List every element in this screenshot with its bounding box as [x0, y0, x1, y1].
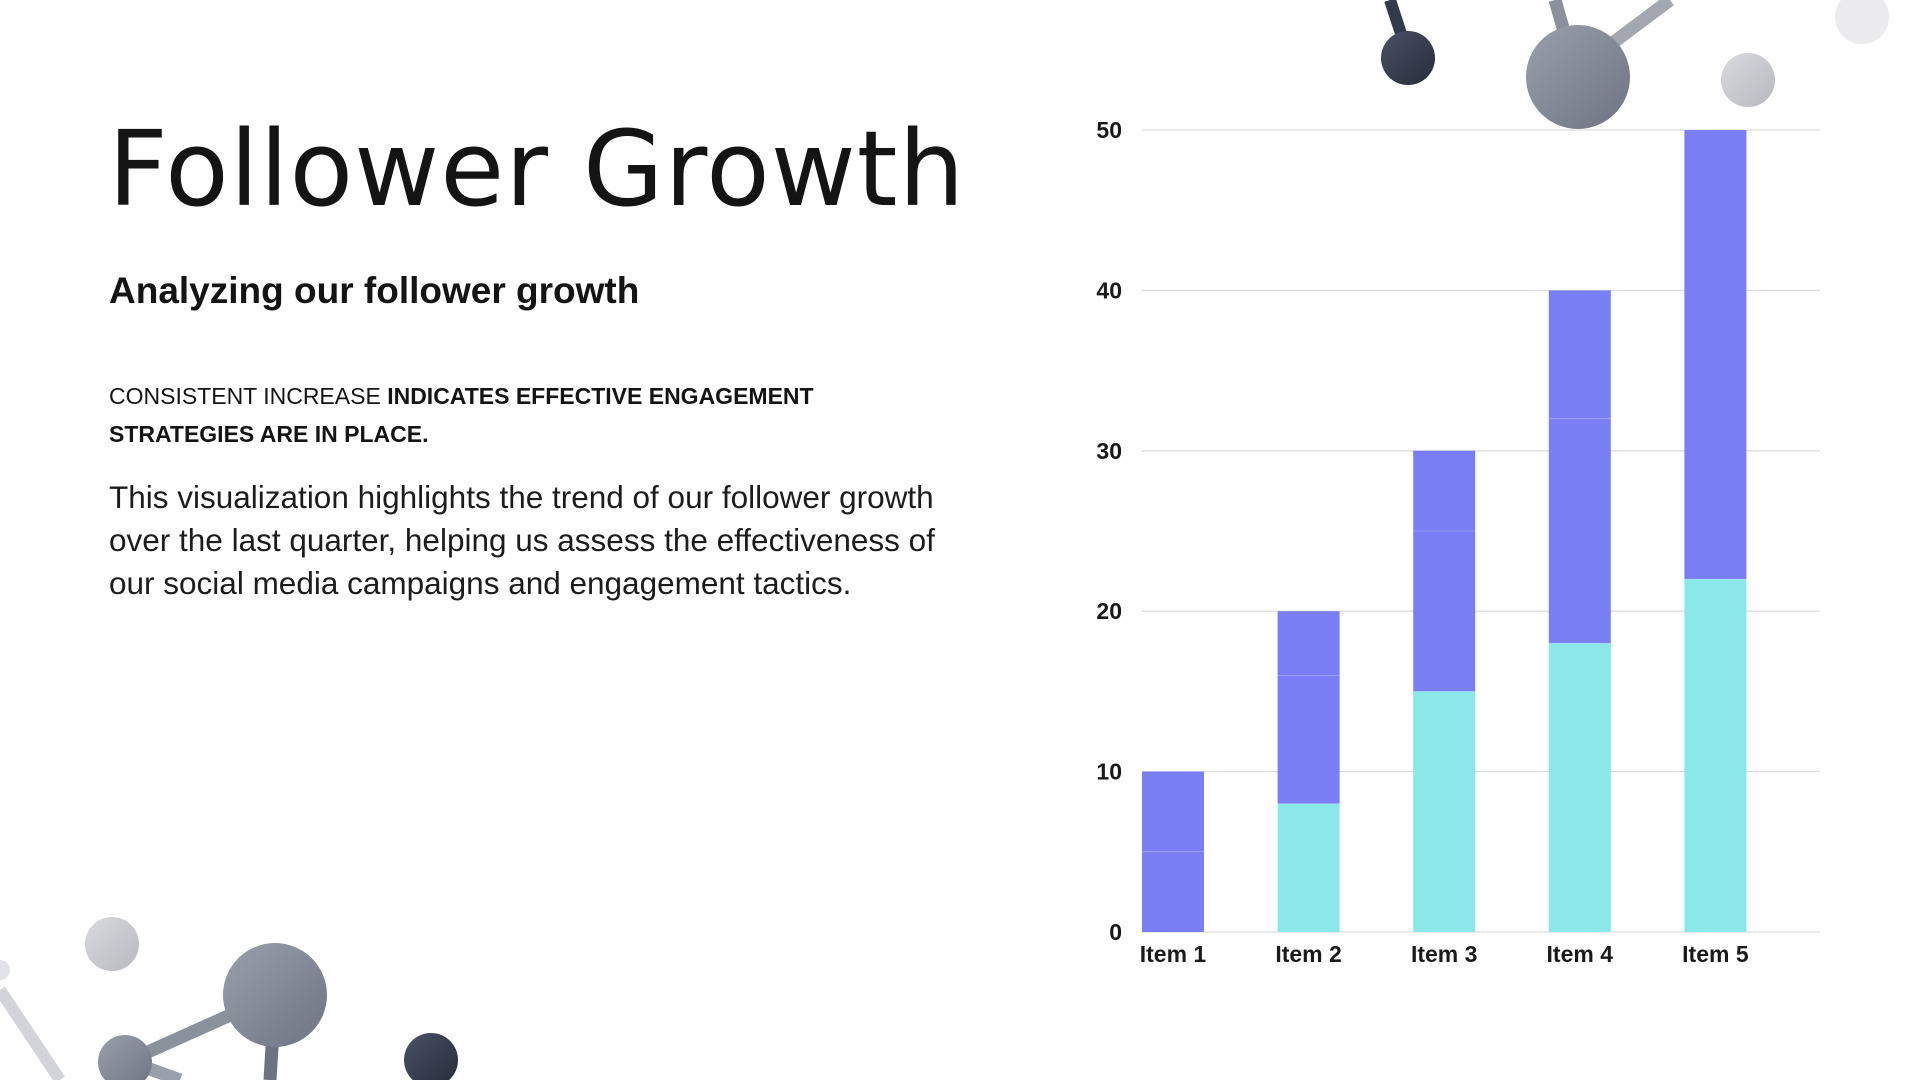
atom-dark: [404, 1033, 458, 1080]
bar-segment: [1413, 531, 1476, 692]
bar-segment: [1142, 771, 1204, 852]
atom-light: [85, 917, 139, 971]
bond-line: [122, 1053, 183, 1080]
bond-line: [127, 989, 278, 1066]
bar-segment: [1277, 675, 1340, 804]
atom-mid: [98, 1035, 152, 1080]
bar-segment: [1548, 290, 1611, 419]
bar-segment: [1548, 643, 1611, 932]
slide-title: Follower Growth: [108, 108, 966, 230]
bar-segment: [1142, 851, 1204, 932]
bar-segment: [1413, 450, 1476, 531]
x-tick-label: Item 5: [1682, 941, 1749, 967]
bar-segment: [1277, 803, 1340, 932]
x-tick-label: Item 2: [1275, 941, 1341, 967]
y-tick-label: 40: [1096, 277, 1122, 303]
atom-faint: [1835, 0, 1889, 44]
bond-line: [1586, 0, 1674, 66]
bond-line: [263, 1029, 280, 1080]
bond-line: [1548, 0, 1582, 72]
bar-segment: [1413, 691, 1476, 932]
bar-segment: [1684, 579, 1747, 932]
bond-line: [0, 986, 65, 1080]
y-tick-label: 50: [1096, 117, 1122, 143]
description-text: This visualization highlights the trend …: [109, 479, 935, 601]
y-tick-label: 10: [1096, 759, 1122, 785]
atom-large: [223, 943, 327, 1047]
key-takeaway: CONSISTENT INCREASE INDICATES EFFECTIVE …: [109, 377, 869, 453]
bar-segment: [1548, 418, 1611, 644]
atom-faint: [0, 960, 10, 980]
y-tick-label: 20: [1096, 598, 1122, 624]
bar-segment: [1277, 611, 1340, 676]
atom-dark: [1381, 31, 1435, 85]
slide-subtitle: Analyzing our follower growth: [109, 270, 640, 311]
key-takeaway-regular: CONSISTENT INCREASE: [109, 383, 388, 409]
bond-line: [1384, 0, 1414, 57]
bar-segment: [1684, 130, 1747, 580]
stacked-bar-chart: 0 10 20 30 40 50 Item 1 Item 2 Item 3 Item 4 Item …: [1096, 117, 1820, 967]
y-tick-label: 0: [1109, 919, 1122, 945]
x-tick-label: Item 3: [1411, 941, 1477, 967]
x-tick-label: Item 4: [1547, 941, 1614, 967]
x-tick-label: Item 1: [1140, 941, 1207, 967]
y-tick-label: 30: [1096, 438, 1122, 464]
atom-light: [1721, 53, 1775, 107]
key-takeaway-bold: INDICATES EFFECTIVE ENGAGEMENT STRATEGIE…: [109, 383, 814, 447]
